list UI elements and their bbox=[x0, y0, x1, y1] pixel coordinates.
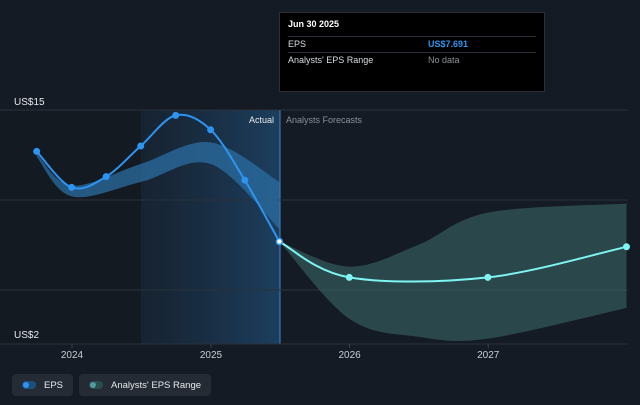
tooltip-row-eps: EPS US$7.691 bbox=[288, 36, 536, 52]
forecast-point bbox=[345, 273, 353, 281]
range-band bbox=[36, 142, 280, 229]
y-max-label: US$15 bbox=[14, 97, 45, 108]
series-points bbox=[33, 111, 630, 281]
x-axis-ticks: 2024 2025 2026 2027 bbox=[61, 344, 500, 361]
tooltip-title: Jun 30 2025 bbox=[288, 19, 340, 29]
past-shade bbox=[0, 110, 141, 344]
eps-point bbox=[68, 183, 76, 191]
tooltip-eps-label: EPS bbox=[288, 39, 307, 49]
range-bands bbox=[36, 142, 627, 342]
legend-label-range: Analysts' EPS Range bbox=[111, 379, 202, 391]
forecast-label: Analysts Forecasts bbox=[286, 115, 363, 125]
tooltip-range-value: No data bbox=[428, 55, 460, 65]
eps-point bbox=[207, 126, 215, 134]
eps-chart: US$15 US$2 Actual Analysts Forecasts 202… bbox=[0, 97, 630, 361]
forecast-point bbox=[622, 243, 630, 251]
x-tick-label: 2024 bbox=[61, 350, 84, 361]
x-tick-label: 2025 bbox=[200, 350, 223, 361]
legend-label-eps: EPS bbox=[44, 379, 64, 391]
eps-point bbox=[137, 142, 145, 150]
legend-item-range[interactable]: Analysts' EPS Range bbox=[79, 374, 212, 396]
eps-point bbox=[33, 147, 41, 155]
x-tick-label: 2026 bbox=[338, 350, 361, 361]
eps-point bbox=[275, 237, 284, 246]
tooltip: Jun 30 2025 EPS US$7.691 Analysts' EPS R… bbox=[279, 12, 545, 92]
range-legend-icon bbox=[89, 381, 104, 389]
eps-point bbox=[241, 176, 249, 184]
y-min-label: US$2 bbox=[14, 330, 39, 341]
actual-label: Actual bbox=[249, 115, 274, 125]
legend-item-eps[interactable]: EPS bbox=[12, 374, 74, 396]
eps-legend-icon bbox=[22, 381, 36, 389]
x-tick-label: 2027 bbox=[477, 350, 500, 361]
eps-point bbox=[172, 111, 180, 119]
tooltip-range-label: Analysts' EPS Range bbox=[288, 55, 374, 65]
legend: EPS Analysts' EPS Range bbox=[12, 374, 212, 396]
forecast-line bbox=[278, 240, 627, 283]
range-band bbox=[279, 203, 627, 342]
tooltip-eps-value: US$7.691 bbox=[428, 39, 469, 49]
eps-point bbox=[102, 173, 110, 181]
forecast-point bbox=[484, 273, 492, 281]
tooltip-row-range: Analysts' EPS Range No data bbox=[288, 52, 536, 68]
